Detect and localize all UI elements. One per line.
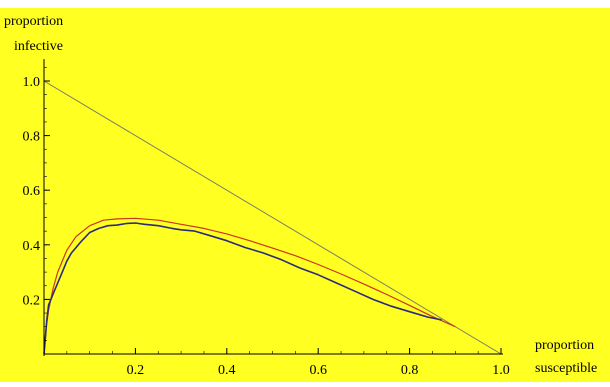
y-tick-label: 0.6 [23, 184, 41, 199]
x-axis-label-line-1: proportion [535, 338, 594, 353]
x-tick-label: 0.2 [127, 363, 145, 378]
y-tick-label: 0.8 [23, 130, 41, 145]
series-stochastic-path [43, 222, 442, 355]
axes-layer: 0.2 0.4 0.6 0.8 1.0 0.2 0.4 0.6 0.8 1.0 [23, 59, 510, 378]
y-tick-label: 0.4 [23, 239, 41, 254]
x-tick-label: 0.8 [401, 363, 419, 378]
x-tick-label: 0.6 [309, 363, 327, 378]
plot-background [0, 8, 610, 382]
series-layer [43, 80, 502, 355]
y-tick-label: 0.2 [23, 293, 41, 308]
x-tick-label: 0.4 [218, 363, 236, 378]
x-axis-label-line-2: susceptible [535, 361, 597, 376]
series-deterministic-curve [43, 217, 456, 355]
y-axis-label: proportion infective [4, 14, 63, 54]
x-axis-label: proportion susceptible [535, 338, 597, 376]
x-tick-label: 1.0 [492, 363, 510, 378]
y-axis-label-line-2: infective [14, 39, 63, 54]
series-reference-line [43, 80, 502, 355]
y-axis-label-line-1: proportion [4, 14, 63, 29]
y-tick-label: 1.0 [23, 75, 41, 90]
